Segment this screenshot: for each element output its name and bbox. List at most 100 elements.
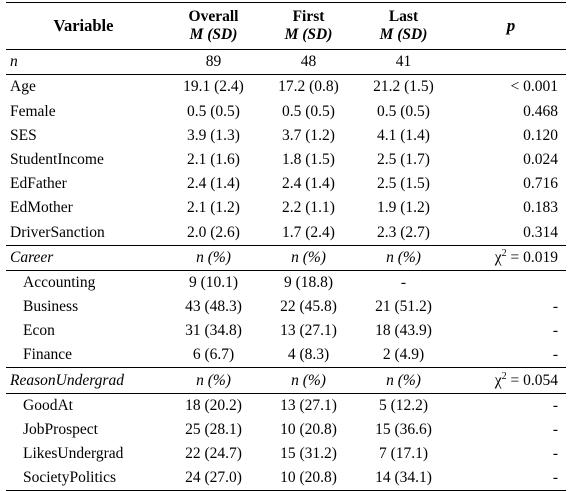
- first-cell: 10 (20.8): [280, 421, 337, 438]
- overall-cell: 18 (20.2): [185, 396, 242, 414]
- overall-cell: 19.1 (2.4): [183, 78, 244, 96]
- row-label: Accounting: [23, 273, 96, 291]
- continuous-row: StudentIncome 2.1 (1.6) 1.8 (1.5) 2.5 (1.7)…: [6, 148, 566, 172]
- p-cell: -: [456, 343, 566, 369]
- header-first-msd: M (SD): [284, 26, 333, 43]
- p-cell: 0.716: [523, 175, 558, 193]
- continuous-row: DriverSanction 2.0 (2.6) 1.7 (2.4) 2.3 (2.7…: [6, 220, 566, 245]
- p-cell: -: [552, 298, 558, 316]
- table-body: n 89 48 41 Age 19.1 (2.4) 17.2 (0.8) 21.2 (…: [6, 49, 566, 491]
- last-cell: 0.5 (0.5): [377, 102, 430, 120]
- career-row: Finance 6 (6.7) 4 (8.3) 2 (4.9) -: [6, 343, 566, 369]
- row-label: DriverSanction: [10, 223, 105, 241]
- descriptive-statistics-table: Variable Overall M (SD) First M (SD) Last M…: [6, 2, 566, 491]
- last-cell: 1.9 (1.2): [377, 199, 430, 217]
- p-cell: 0.468: [523, 102, 558, 120]
- chi-superscript: 2: [501, 370, 507, 382]
- row-label: EdFather: [10, 175, 67, 193]
- header-variable: Variable: [6, 2, 161, 50]
- career-row: Accounting 9 (10.1) 9 (18.8) -: [6, 270, 566, 295]
- last-cell: -: [400, 273, 407, 291]
- reason-row: LikesUndergrad 22 (24.7) 15 (31.2) 7 (17.1)…: [6, 442, 566, 466]
- header-overall-msd: M (SD): [189, 26, 238, 43]
- p-cell: 0.314: [523, 223, 558, 241]
- first-cell: 17.2 (0.8): [278, 78, 339, 96]
- overall-cell: 9 (10.1): [188, 273, 239, 291]
- n-p: [456, 49, 566, 76]
- p-cell: 0.120: [523, 126, 558, 144]
- row-label: StudentIncome: [10, 150, 104, 168]
- reason-row: SocietyPolitics 24 (27.0) 10 (20.8) 14 (34.…: [6, 466, 566, 491]
- last-cell: 4.1 (1.4): [377, 126, 430, 144]
- p-cell: -: [552, 396, 558, 414]
- section-first: n (%): [266, 367, 351, 394]
- p-cell: -: [456, 466, 566, 491]
- chi-square-cell: χ2 = 0.054: [456, 367, 566, 394]
- section-overall: n (%): [161, 244, 266, 271]
- first-cell: 1.8 (1.5): [282, 150, 335, 168]
- last-cell: 18 (43.9): [375, 322, 432, 340]
- career-section-row: Career n (%) n (%) n (%) χ2 = 0.019: [6, 244, 566, 271]
- n-label: n: [6, 49, 161, 76]
- chi-symbol: χ: [494, 371, 502, 389]
- header-last-msd: M (SD): [379, 26, 428, 43]
- overall-cell: 31 (34.8): [185, 322, 242, 340]
- header-p: p: [456, 2, 566, 50]
- row-label: EdMother: [10, 199, 73, 217]
- overall-cell: 3.9 (1.3): [187, 126, 240, 144]
- overall-cell: 22 (24.7): [185, 445, 242, 463]
- continuous-row: EdMother 2.1 (1.2) 2.2 (1.1) 1.9 (1.2) 0.183: [6, 196, 566, 220]
- last-cell: 21.2 (1.5): [373, 78, 434, 96]
- section-label: Career: [6, 244, 161, 271]
- p-cell: -: [552, 322, 558, 340]
- p-cell: -: [552, 421, 558, 438]
- chi-square-cell: χ2 = 0.019: [456, 244, 566, 271]
- table-header: Variable Overall M (SD) First M (SD) Last M…: [6, 2, 566, 50]
- p-cell: [456, 270, 566, 295]
- p-cell: -: [552, 445, 558, 463]
- overall-cell: 6 (6.7): [161, 343, 266, 369]
- section-label: ReasonUndergrad: [6, 367, 161, 394]
- overall-cell: 2.1 (1.2): [187, 199, 240, 217]
- p-cell: 0.183: [523, 199, 558, 217]
- continuous-row: SES 3.9 (1.3) 3.7 (1.2) 4.1 (1.4) 0.120: [6, 124, 566, 148]
- row-label: Business: [23, 298, 79, 316]
- p-cell: 0.024: [523, 150, 558, 168]
- n-overall: 89: [161, 49, 266, 76]
- section-first: n (%): [266, 244, 351, 271]
- row-label: Econ: [23, 322, 55, 340]
- last-cell: 14 (34.1): [351, 466, 456, 491]
- reason-row: GoodAt 18 (20.2) 13 (27.1) 5 (12.2) -: [6, 393, 566, 418]
- header-last: Last M (SD): [351, 2, 456, 50]
- overall-cell: 2.4 (1.4): [187, 175, 240, 193]
- first-cell: 1.7 (2.4): [282, 223, 335, 241]
- header-row: Variable Overall M (SD) First M (SD) Last M…: [6, 2, 566, 50]
- overall-cell: 25 (28.1): [185, 421, 242, 438]
- reason-row: JobProspect 25 (28.1) 10 (20.8) 15 (36.6) -: [6, 418, 566, 442]
- overall-cell: 2.1 (1.6): [187, 150, 240, 168]
- row-label: Finance: [6, 343, 161, 369]
- chi-value: = 0.054: [506, 371, 559, 389]
- overall-cell: 43 (48.3): [185, 298, 242, 316]
- first-cell: 4 (8.3): [266, 343, 351, 369]
- overall-cell: 0.5 (0.5): [187, 102, 240, 120]
- p-cell: < 0.001: [510, 78, 559, 96]
- row-label: SES: [10, 126, 37, 144]
- continuous-row: Female 0.5 (0.5) 0.5 (0.5) 0.5 (0.5) 0.468: [6, 99, 566, 123]
- header-last-label: Last: [388, 8, 419, 26]
- last-cell: 2.5 (1.5): [377, 175, 430, 193]
- n-first: 48: [266, 49, 351, 76]
- first-cell: 13 (27.1): [280, 322, 337, 340]
- n-last: 41: [351, 49, 456, 76]
- first-cell: 2.4 (1.4): [282, 175, 335, 193]
- section-overall: n (%): [161, 367, 266, 394]
- header-first: First M (SD): [266, 2, 351, 50]
- section-last: n (%): [351, 244, 456, 271]
- last-cell: 2 (4.9): [351, 343, 456, 369]
- header-overall: Overall M (SD): [161, 2, 266, 50]
- first-cell: 2.2 (1.1): [282, 199, 335, 217]
- row-label: Female: [10, 102, 56, 120]
- header-first-label: First: [292, 8, 325, 26]
- first-cell: 3.7 (1.2): [282, 126, 335, 144]
